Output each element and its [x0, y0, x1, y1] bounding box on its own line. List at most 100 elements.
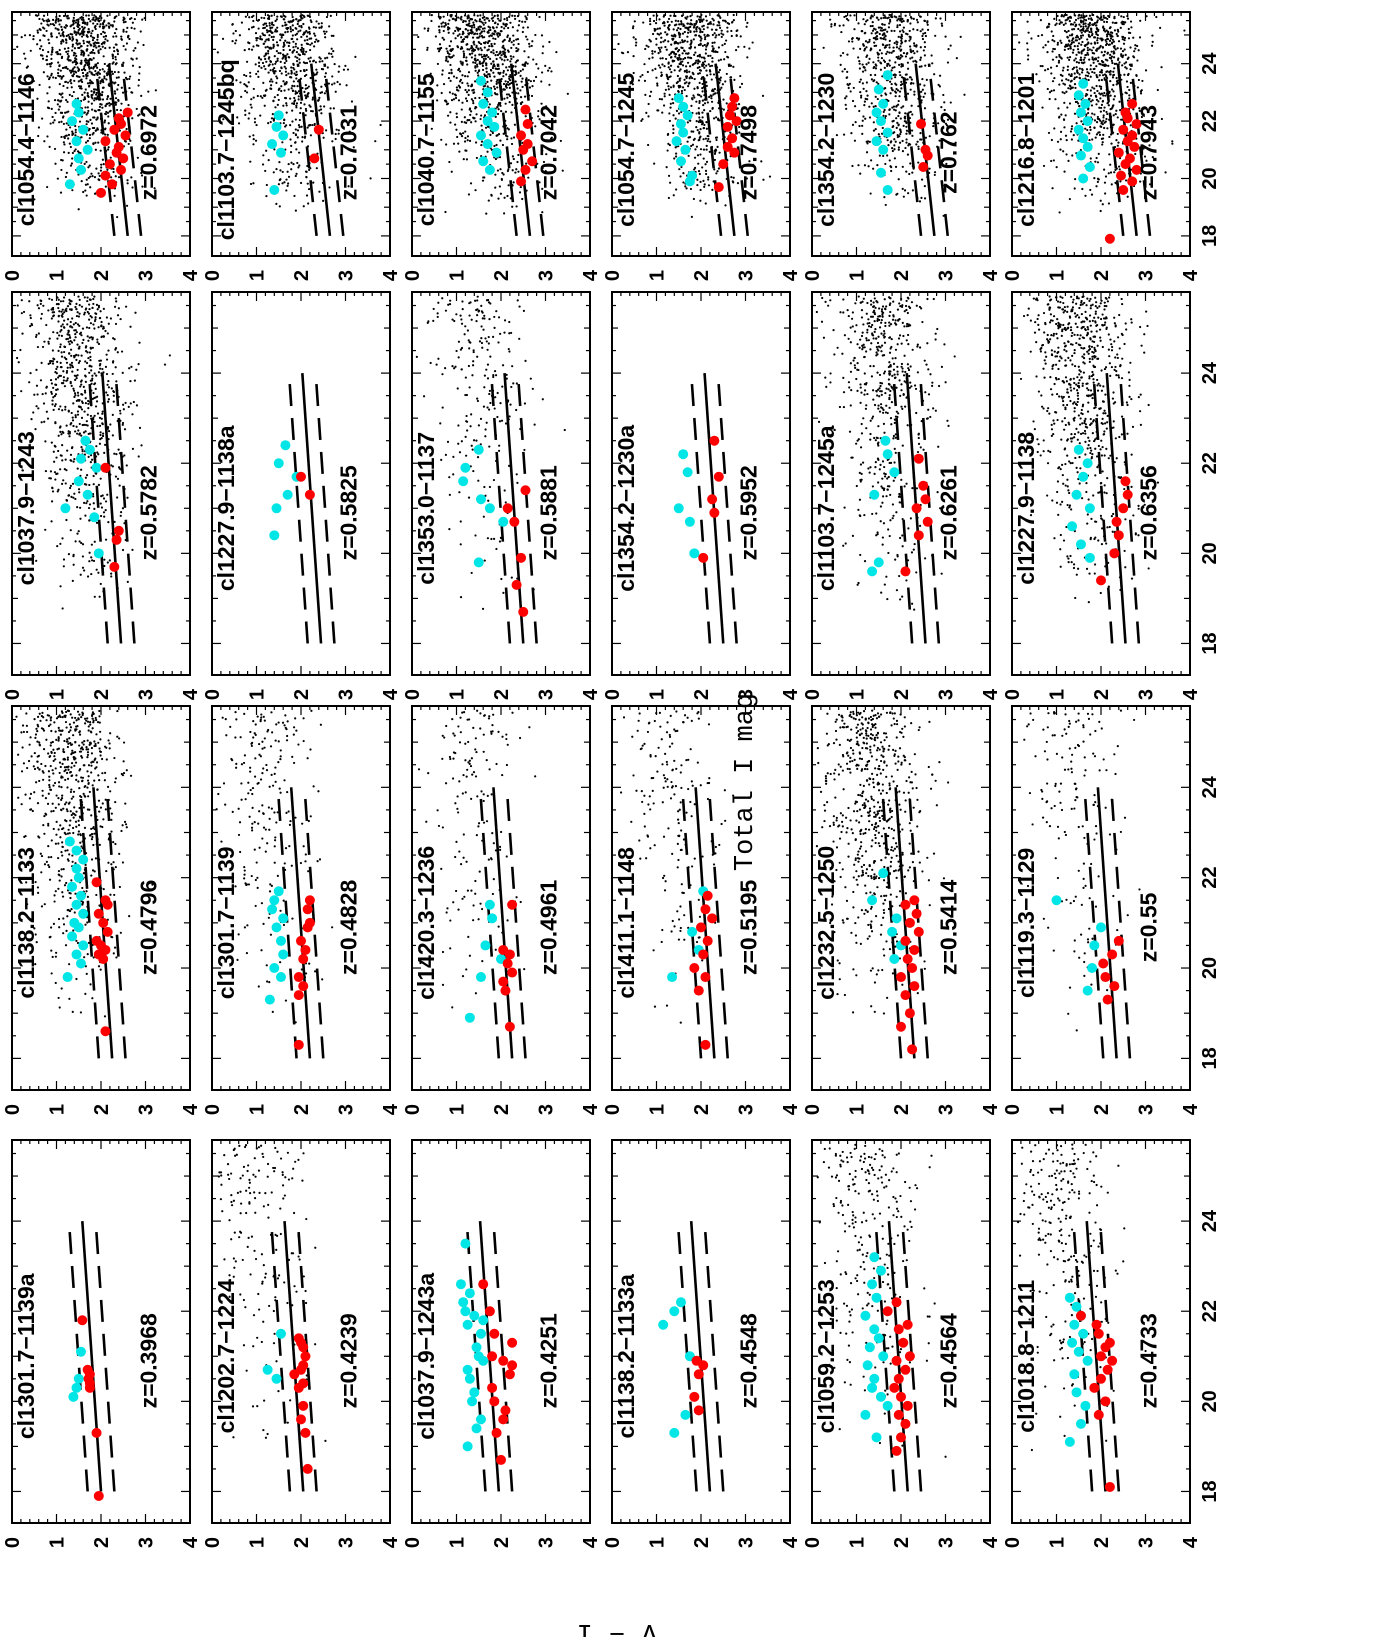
- field-galaxy: [76, 410, 80, 413]
- field-galaxy: [838, 962, 841, 965]
- field-galaxy: [839, 812, 842, 815]
- field-galaxy: [871, 772, 874, 775]
- field-galaxy: [81, 566, 85, 569]
- field-galaxy: [76, 311, 79, 314]
- field-galaxy: [1046, 758, 1049, 761]
- field-galaxy: [893, 847, 897, 850]
- field-galaxy: [444, 782, 448, 785]
- field-galaxy: [82, 431, 86, 434]
- field-galaxy: [908, 762, 911, 766]
- field-galaxy: [123, 820, 127, 823]
- field-galaxy: [312, 785, 315, 788]
- field-galaxy: [679, 929, 682, 933]
- field-galaxy: [96, 308, 99, 311]
- field-galaxy: [90, 858, 94, 861]
- field-galaxy: [881, 789, 884, 792]
- field-galaxy: [55, 833, 58, 836]
- field-galaxy: [279, 1157, 283, 1160]
- field-galaxy: [1133, 718, 1136, 722]
- field-galaxy: [1092, 752, 1095, 755]
- field-galaxy: [93, 744, 96, 748]
- field-galaxy: [80, 845, 83, 848]
- field-galaxy: [870, 877, 873, 880]
- member-point: [298, 1400, 309, 1411]
- field-galaxy: [261, 837, 264, 840]
- field-galaxy: [848, 760, 852, 763]
- field-galaxy: [104, 538, 108, 541]
- field-galaxy: [115, 453, 118, 456]
- field-galaxy: [73, 395, 76, 399]
- field-galaxy: [99, 968, 102, 971]
- field-galaxy: [816, 747, 819, 750]
- field-galaxy: [1074, 782, 1077, 786]
- field-galaxy: [44, 440, 47, 443]
- field-galaxy: [273, 811, 276, 814]
- field-galaxy: [1089, 1232, 1092, 1235]
- field-galaxy: [890, 724, 893, 727]
- field-galaxy: [643, 794, 646, 797]
- field-galaxy: [151, 883, 154, 886]
- field-galaxy: [258, 810, 261, 813]
- field-galaxy: [69, 529, 72, 532]
- field-galaxy: [1041, 797, 1044, 800]
- field-galaxy: [267, 728, 270, 732]
- field-galaxy: [257, 822, 260, 825]
- field-galaxy: [58, 1006, 61, 1009]
- field-galaxy: [860, 909, 864, 912]
- field-galaxy: [910, 722, 913, 725]
- field-galaxy: [838, 861, 841, 864]
- field-galaxy: [1046, 726, 1049, 729]
- field-galaxy: [94, 387, 97, 390]
- field-galaxy: [901, 1444, 904, 1447]
- field-galaxy: [223, 1154, 226, 1157]
- field-galaxy: [915, 1187, 919, 1190]
- field-galaxy: [59, 345, 62, 349]
- field-galaxy: [58, 761, 62, 764]
- field-galaxy: [825, 779, 828, 783]
- field-galaxy: [89, 347, 93, 350]
- field-galaxy: [868, 807, 872, 810]
- field-galaxy: [107, 349, 110, 352]
- field-galaxy: [94, 767, 97, 770]
- field-galaxy: [856, 767, 859, 770]
- field-galaxy: [1050, 1207, 1053, 1211]
- field-galaxy: [85, 326, 89, 329]
- field-galaxy: [652, 949, 655, 952]
- field-galaxy: [1071, 1188, 1074, 1192]
- field-galaxy: [515, 896, 518, 899]
- field-galaxy: [75, 308, 78, 311]
- field-galaxy: [287, 1178, 291, 1181]
- field-galaxy: [126, 496, 129, 499]
- field-galaxy: [944, 1455, 947, 1458]
- field-galaxy: [254, 757, 257, 760]
- field-galaxy: [239, 1177, 242, 1180]
- field-galaxy: [74, 716, 77, 720]
- field-galaxy: [105, 316, 109, 319]
- member-point: [702, 935, 713, 946]
- field-galaxy: [862, 1211, 865, 1214]
- field-galaxy: [250, 826, 254, 829]
- field-galaxy: [1108, 833, 1112, 836]
- field-galaxy: [841, 868, 844, 871]
- y-tick-label: 1: [47, 689, 69, 700]
- field-galaxy: [899, 808, 902, 811]
- field-galaxy: [62, 932, 65, 935]
- field-galaxy: [66, 777, 70, 780]
- field-galaxy: [69, 896, 72, 900]
- field-galaxy: [1060, 1153, 1063, 1156]
- field-galaxy: [292, 761, 296, 765]
- field-galaxy: [245, 1189, 248, 1192]
- field-galaxy: [219, 1198, 223, 1201]
- field-galaxy: [475, 834, 478, 837]
- field-galaxy: [869, 733, 873, 736]
- field-galaxy: [687, 758, 690, 761]
- field-galaxy: [268, 785, 271, 788]
- field-galaxy: [66, 377, 69, 380]
- field-galaxy: [1058, 1339, 1062, 1342]
- field-galaxy: [720, 822, 723, 826]
- field-galaxy: [35, 727, 38, 730]
- field-galaxy: [1061, 1208, 1064, 1211]
- field-galaxy: [68, 435, 71, 438]
